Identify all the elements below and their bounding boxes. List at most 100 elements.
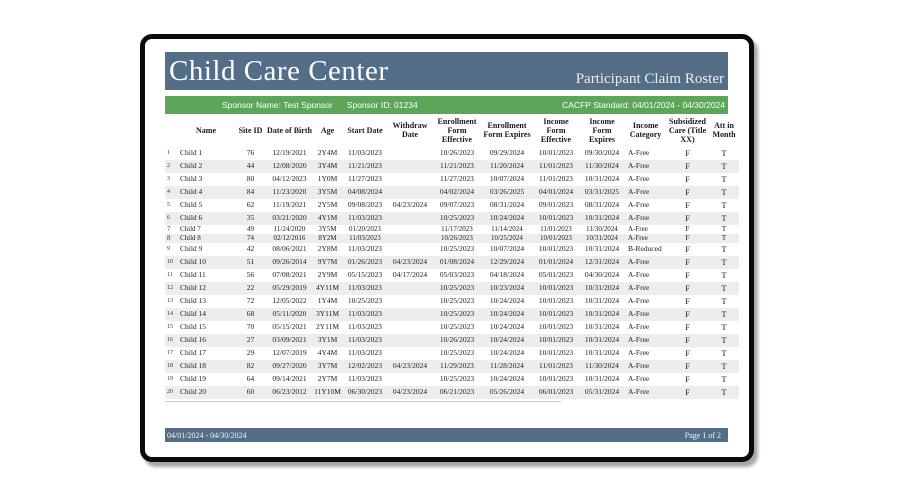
site-id-cell: 44 <box>246 161 255 171</box>
site-id-cell: 76 <box>246 148 255 158</box>
column-header-income-form-effective: Income Form Effective <box>540 117 572 144</box>
table-row: 11 Child 11 56 07/08/2021 2Y9M 05/15/2023 04/1… <box>165 269 739 282</box>
att-in-month-cell: T <box>721 187 727 198</box>
enrollment-effective-cell: 10/25/2023 <box>439 296 475 306</box>
att-in-month-cell: T <box>721 257 727 268</box>
name-cell: Child 19 <box>180 374 207 384</box>
site-id-cell: 62 <box>246 200 255 210</box>
age-cell: 3Y7M <box>317 361 338 371</box>
income-effective-cell: 01/01/2024 <box>538 257 574 267</box>
table-row: 10 Child 10 51 09/26/2014 9Y7M 01/26/2023 04/2… <box>165 255 739 269</box>
site-id-cell: 22 <box>246 283 255 293</box>
income-effective-cell: 10/01/2023 <box>538 348 574 358</box>
income-expires-cell: 12/31/2024 <box>584 257 620 267</box>
start-date-cell: 11/03/2023 <box>348 148 382 158</box>
att-in-month-cell: T <box>721 283 727 294</box>
income-expires-cell: 10/31/2024 <box>584 296 620 306</box>
header-row: Name Site ID Date of Birth Age Start Date Wit… <box>165 115 739 147</box>
subsidized-care-cell: F <box>685 348 690 359</box>
row-number: 14 <box>167 311 173 318</box>
enrollment-effective-cell: 10/25/2023 <box>439 348 475 358</box>
enrollment-expires-cell: 04/18/2024 <box>489 270 525 280</box>
title-band: Child Care Center Participant Claim Rost… <box>165 52 728 90</box>
age-cell: 3Y5M <box>317 187 338 197</box>
withdraw-date-cell <box>387 334 433 347</box>
withdraw-date-cell <box>387 321 433 334</box>
enrollment-expires-cell: 10/25/2024 <box>491 234 523 243</box>
subsidized-care-cell: F <box>685 374 690 385</box>
sponsor-info: Sponsor Name: Test Sponsor Sponsor ID: 01… <box>165 100 475 110</box>
income-expires-cell: 05/31/2024 <box>584 387 620 397</box>
withdraw-date-cell <box>387 243 433 256</box>
subsidized-care-cell: F <box>685 187 690 198</box>
att-in-month-cell: T <box>721 161 727 172</box>
enrollment-expires-cell: 10/24/2024 <box>489 335 525 345</box>
column-header-age: Age <box>320 125 335 135</box>
age-cell: 2Y7M <box>317 374 338 384</box>
enrollment-effective-cell: 11/29/2023 <box>440 361 474 371</box>
att-in-month-cell: T <box>721 233 727 243</box>
income-expires-cell: 10/31/2024 <box>584 309 620 319</box>
roster-table-body: 1 Child 1 76 12/19/2021 2Y4M 11/03/2023 10/26/… <box>165 147 739 399</box>
subsidized-care-cell: F <box>685 309 690 320</box>
income-category-cell: A-Free <box>628 234 648 243</box>
subsidized-care-cell: F <box>685 174 690 185</box>
income-effective-cell: 11/01/2023 <box>539 174 573 184</box>
dob-cell: 09/27/2020 <box>272 361 307 371</box>
name-cell: Child 11 <box>180 270 206 280</box>
income-effective-cell: 10/01/2023 <box>538 322 574 332</box>
row-number: 20 <box>167 389 173 396</box>
dob-cell: 04/12/2023 <box>272 174 307 184</box>
start-date-cell: 11/03/2023 <box>348 348 382 358</box>
column-header-income-category: Income Category <box>629 121 662 140</box>
income-expires-cell: 10/31/2024 <box>584 335 620 345</box>
income-category-cell: A-Free <box>628 213 650 223</box>
cacfp-standard-label: CACFP Standard: 04/01/2024 - 04/30/2024 <box>562 100 725 110</box>
income-effective-cell: 10/01/2023 <box>538 309 574 319</box>
row-number: 17 <box>167 350 173 357</box>
start-date-cell: 11/03/2023 <box>348 335 382 345</box>
row-number: 4 <box>167 189 170 196</box>
table-row: 4 Child 4 84 11/23/2020 3Y5M 04/08/2024 04/02/… <box>165 185 739 199</box>
dob-cell: 11/24/2020 <box>273 225 306 234</box>
report-title: Participant Claim Roster <box>575 71 724 87</box>
income-expires-cell: 10/31/2024 <box>584 174 620 184</box>
row-number: 2 <box>167 163 170 170</box>
income-category-cell: A-Free <box>628 200 650 210</box>
age-cell: 3Y4M <box>317 161 338 171</box>
enrollment-expires-cell: 10/24/2024 <box>489 309 525 319</box>
enrollment-effective-cell: 10/25/2023 <box>439 374 475 384</box>
start-date-cell: 05/15/2023 <box>347 270 383 280</box>
dob-cell: 11/23/2020 <box>272 187 307 197</box>
income-expires-cell: 03/31/2025 <box>584 187 620 197</box>
enrollment-expires-cell: 10/07/2024 <box>489 244 525 254</box>
income-expires-cell: 11/30/2024 <box>585 161 619 171</box>
enrollment-expires-cell: 11/20/2024 <box>490 161 524 171</box>
start-date-cell: 11/03/2023 <box>348 283 382 293</box>
row-number: 3 <box>167 176 170 183</box>
table-end-rule <box>165 400 561 402</box>
name-cell: Child 13 <box>180 296 207 306</box>
age-cell: 2Y9M <box>317 270 338 280</box>
dob-cell: 05/11/2020 <box>272 309 307 319</box>
dob-cell: 12/19/2021 <box>272 148 307 158</box>
start-date-cell: 09/08/2023 <box>347 200 383 210</box>
att-in-month-cell: T <box>721 387 727 398</box>
income-effective-cell: 05/01/2023 <box>538 270 574 280</box>
income-expires-cell: 10/31/2024 <box>584 374 620 384</box>
name-cell: Child 16 <box>180 335 207 345</box>
withdraw-date-cell <box>387 147 433 160</box>
age-cell: 2Y11M <box>315 322 340 332</box>
enrollment-effective-cell: 10/25/2023 <box>439 322 475 332</box>
att-in-month-cell: T <box>721 374 727 385</box>
withdraw-date-cell <box>387 347 433 360</box>
footer-date-range: 04/01/2024 - 04/30/2024 <box>167 430 247 440</box>
report-window: Child Care Center Participant Claim Rost… <box>140 34 754 462</box>
age-cell: 1Y4M <box>317 296 338 306</box>
row-number: 7 <box>167 225 171 234</box>
income-expires-cell: 10/31/2024 <box>584 322 620 332</box>
subsidized-care-cell: F <box>685 161 690 172</box>
subsidized-care-cell: F <box>685 361 690 372</box>
subsidized-care-cell: F <box>685 335 690 346</box>
income-category-cell: A-Free <box>628 225 648 234</box>
